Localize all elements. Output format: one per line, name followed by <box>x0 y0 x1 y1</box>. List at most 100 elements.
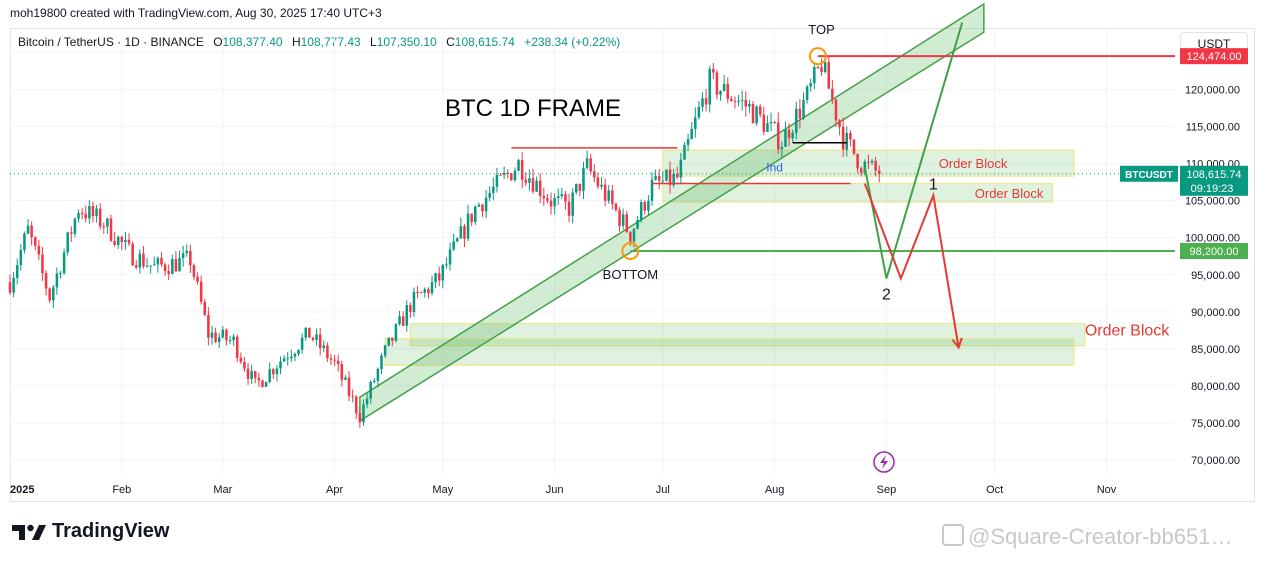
candle-body <box>239 357 243 362</box>
candle <box>156 256 160 273</box>
candle-body <box>445 264 448 266</box>
candle <box>621 208 625 230</box>
candle <box>708 65 711 113</box>
watermark-icon <box>942 524 964 546</box>
candle-body <box>776 122 780 150</box>
candle <box>639 199 643 223</box>
candle-body <box>575 183 578 193</box>
candle-body <box>391 337 394 341</box>
candle <box>55 267 59 295</box>
candle <box>719 90 722 101</box>
candle <box>311 336 315 342</box>
candle <box>737 94 740 107</box>
candle-body <box>831 88 834 100</box>
candle-body <box>564 194 567 202</box>
candle-body <box>210 332 214 338</box>
candle <box>80 208 84 220</box>
candle-body <box>225 329 228 341</box>
candle-body <box>26 225 30 234</box>
candle <box>391 337 394 347</box>
candle-body <box>827 62 831 89</box>
pivot-marker <box>808 47 827 66</box>
candle <box>859 166 863 177</box>
candle <box>556 188 560 205</box>
candle <box>163 262 167 276</box>
candle <box>618 207 621 232</box>
candle <box>145 258 149 268</box>
candle-body <box>448 249 452 265</box>
candle <box>582 161 585 200</box>
candle-body <box>874 160 877 171</box>
candle <box>549 192 553 215</box>
candle-body <box>55 273 59 288</box>
candle-body <box>618 210 621 226</box>
candle-body <box>246 368 250 379</box>
candle <box>221 326 225 339</box>
price-level-tag <box>1180 48 1248 65</box>
order-block-label: Order Block <box>1085 323 1170 340</box>
order-block-label: Order Block <box>975 186 1044 201</box>
candle <box>181 245 185 267</box>
candle-body <box>477 204 481 207</box>
candle <box>91 201 95 223</box>
candle-body <box>524 179 528 183</box>
candle-body <box>528 178 531 183</box>
candle-body <box>556 196 560 198</box>
candle-body <box>441 264 445 281</box>
candle-body <box>856 153 859 169</box>
candle-body <box>95 208 98 217</box>
tradingview-logo[interactable]: TradingView <box>12 520 169 543</box>
candle-body <box>708 69 711 105</box>
candle <box>365 392 369 409</box>
candle <box>802 92 805 121</box>
candle-body <box>585 158 589 168</box>
candle-body <box>394 324 398 341</box>
candle <box>95 204 98 223</box>
candle <box>542 187 546 206</box>
candle <box>235 334 239 362</box>
candle <box>340 360 344 387</box>
candle <box>856 153 859 174</box>
candle-body <box>823 62 827 73</box>
candle-body <box>560 194 564 197</box>
y-tick-label: 95,000.00 <box>1191 270 1240 282</box>
candle <box>690 122 693 140</box>
candle-body <box>769 121 773 124</box>
candle <box>492 177 495 201</box>
candle-body <box>66 232 69 253</box>
candle <box>517 158 520 172</box>
candle-body <box>488 192 491 198</box>
symbol-tag <box>1120 165 1178 182</box>
candle-body <box>91 206 95 217</box>
candle <box>495 167 499 193</box>
candle-body <box>614 203 618 211</box>
candle <box>575 183 578 195</box>
candle <box>434 272 437 289</box>
candle-body <box>582 167 585 191</box>
candle-body <box>196 276 199 282</box>
candle-body <box>250 371 253 379</box>
candle-body <box>23 233 26 251</box>
candle <box>766 115 769 133</box>
candle <box>30 221 33 246</box>
candle <box>322 340 326 353</box>
candle-body <box>423 289 427 293</box>
candle <box>387 337 390 347</box>
candle-body <box>877 170 881 174</box>
candle-body <box>178 258 181 272</box>
candle <box>448 242 452 271</box>
candle-body <box>787 129 791 139</box>
candle <box>351 389 354 403</box>
candle <box>347 371 351 402</box>
x-tick-label: Feb <box>112 484 131 496</box>
candle <box>611 185 614 210</box>
candle-body <box>33 237 37 246</box>
candle <box>354 395 358 419</box>
candle <box>657 168 661 190</box>
candle <box>199 275 203 305</box>
candle-body <box>228 340 232 342</box>
candle-body <box>639 201 643 221</box>
red-projection-path <box>863 183 960 348</box>
candle-body <box>805 86 809 100</box>
